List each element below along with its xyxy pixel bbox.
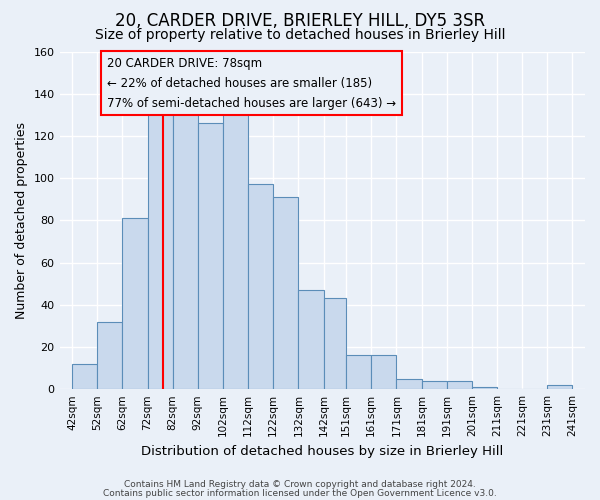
Bar [422,380,447,389]
Bar [371,356,397,389]
Bar [122,218,148,389]
Bar [148,112,173,389]
Bar [223,112,248,389]
Bar [72,364,97,389]
Y-axis label: Number of detached properties: Number of detached properties [15,122,28,319]
Text: Contains HM Land Registry data © Crown copyright and database right 2024.: Contains HM Land Registry data © Crown c… [124,480,476,489]
Bar [298,290,323,389]
Text: Contains public sector information licensed under the Open Government Licence v3: Contains public sector information licen… [103,488,497,498]
X-axis label: Distribution of detached houses by size in Brierley Hill: Distribution of detached houses by size … [141,444,503,458]
Bar [547,385,572,389]
Text: Size of property relative to detached houses in Brierley Hill: Size of property relative to detached ho… [95,28,505,42]
Bar [346,356,371,389]
Bar [323,298,346,389]
Bar [97,322,122,389]
Bar [273,197,298,389]
Bar [198,124,223,389]
Bar [173,112,198,389]
Bar [248,184,273,389]
Text: 20 CARDER DRIVE: 78sqm
← 22% of detached houses are smaller (185)
77% of semi-de: 20 CARDER DRIVE: 78sqm ← 22% of detached… [107,56,396,110]
Bar [472,387,497,389]
Text: 20, CARDER DRIVE, BRIERLEY HILL, DY5 3SR: 20, CARDER DRIVE, BRIERLEY HILL, DY5 3SR [115,12,485,30]
Bar [447,380,472,389]
Bar [397,378,422,389]
